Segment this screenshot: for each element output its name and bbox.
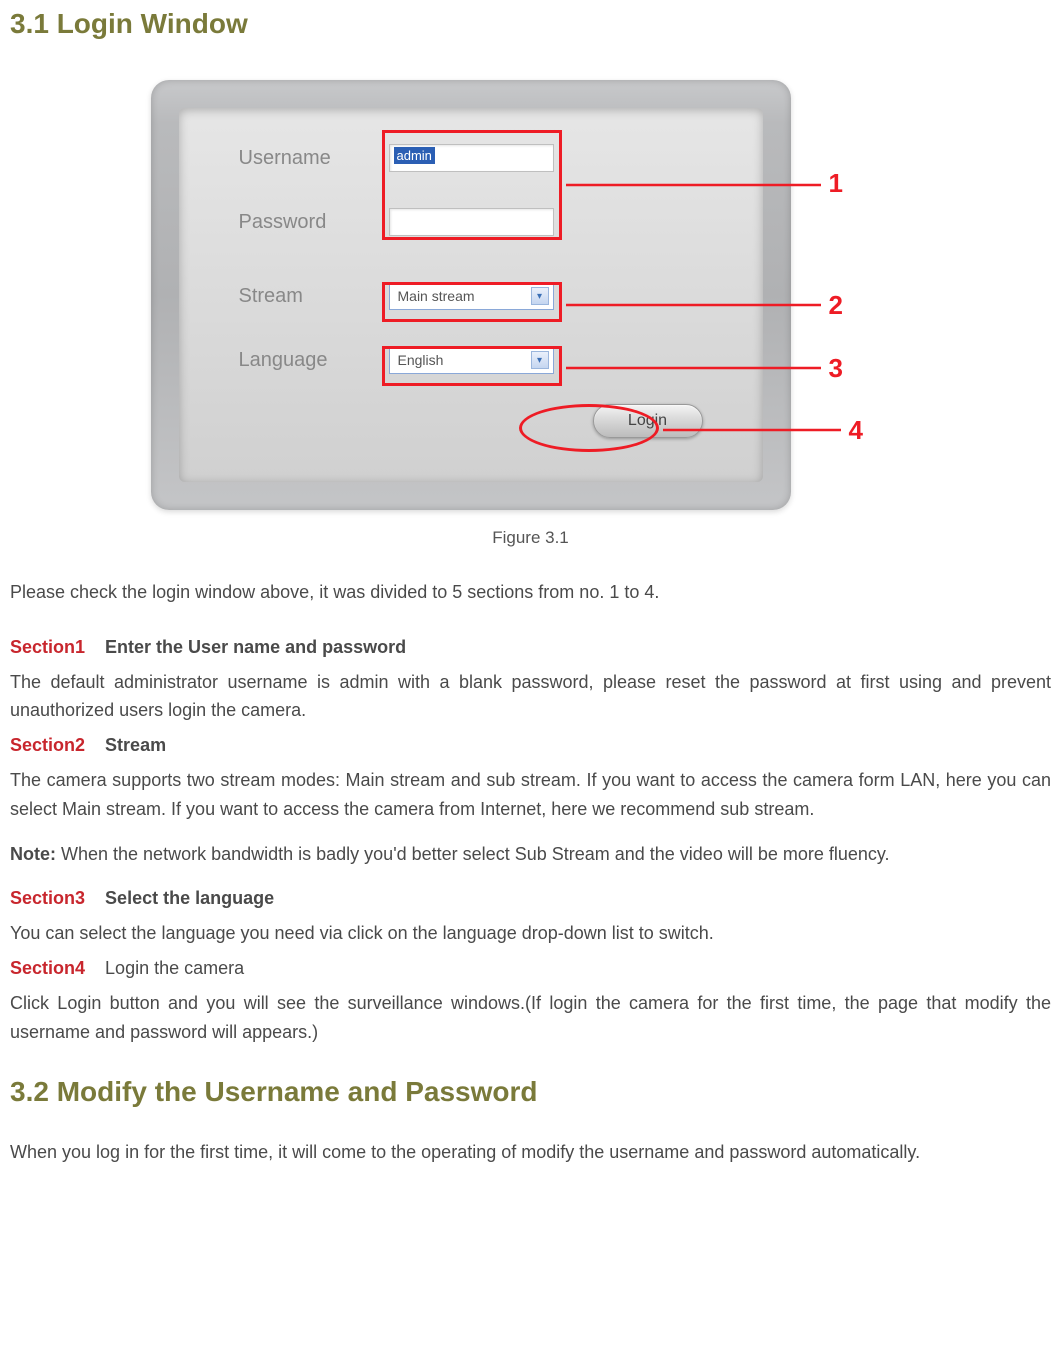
intro-text: Please check the login window above, it …: [10, 578, 1051, 607]
username-label: Username: [239, 147, 389, 170]
password-label: Password: [239, 211, 389, 234]
stream-value: Main stream: [398, 288, 475, 304]
heading-3-2: 3.2 Modify the Username and Password: [10, 1076, 1051, 1108]
callout-number-2: 2: [829, 290, 843, 321]
password-input[interactable]: [389, 208, 554, 236]
login-button-row: Login: [239, 404, 703, 438]
login-button[interactable]: Login: [593, 404, 703, 438]
note-line: Note: When the network bandwidth is badl…: [10, 840, 1051, 869]
figure-caption: Figure 3.1: [492, 528, 569, 548]
stream-select[interactable]: Main stream ▾: [389, 282, 554, 310]
section2-label: Section2: [10, 735, 85, 755]
section1-label: Section1: [10, 637, 85, 657]
section1-body: The default administrator username is ad…: [10, 668, 1051, 726]
language-label: Language: [239, 349, 389, 372]
chevron-down-icon: ▾: [531, 287, 549, 305]
row-stream: Stream Main stream ▾: [239, 276, 703, 316]
section2-title: Stream: [105, 735, 166, 755]
section4-body: Click Login button and you will see the …: [10, 989, 1051, 1047]
section2-heading: Section2 Stream: [10, 731, 1051, 760]
section3-label: Section3: [10, 888, 85, 908]
section4-label: Section4: [10, 958, 85, 978]
section3-title: Select the language: [105, 888, 274, 908]
note-body: When the network bandwidth is badly you'…: [56, 844, 890, 864]
section3-heading: Section3 Select the language: [10, 884, 1051, 913]
section1-heading: Section1 Enter the User name and passwor…: [10, 633, 1051, 662]
row-language: Language English ▾: [239, 340, 703, 380]
login-panel-inner: Username admin Password Stream Main stre…: [179, 108, 763, 482]
language-value: English: [398, 352, 444, 368]
section4-heading: Section4 Login the camera: [10, 954, 1051, 983]
body-3-2: When you log in for the first time, it w…: [10, 1138, 1051, 1167]
note-label: Note:: [10, 844, 56, 864]
section4-title: Login the camera: [105, 958, 244, 978]
heading-3-1: 3.1 Login Window: [10, 8, 1051, 40]
section3-body: You can select the language you need via…: [10, 919, 1051, 948]
callout-number-4: 4: [849, 415, 863, 446]
callout-number-1: 1: [829, 168, 843, 199]
username-input[interactable]: admin: [389, 144, 554, 172]
figure-wrapper: Username admin Password Stream Main stre…: [10, 80, 1051, 578]
stream-label: Stream: [239, 285, 389, 308]
chevron-down-icon: ▾: [531, 351, 549, 369]
login-panel-outer: Username admin Password Stream Main stre…: [151, 80, 791, 510]
section2-body: The camera supports two stream modes: Ma…: [10, 766, 1051, 824]
language-select[interactable]: English ▾: [389, 346, 554, 374]
row-password: Password: [239, 202, 703, 242]
section1-title: Enter the User name and password: [105, 637, 406, 657]
row-username: Username admin: [239, 138, 703, 178]
username-value: admin: [394, 147, 435, 164]
callout-number-3: 3: [829, 353, 843, 384]
